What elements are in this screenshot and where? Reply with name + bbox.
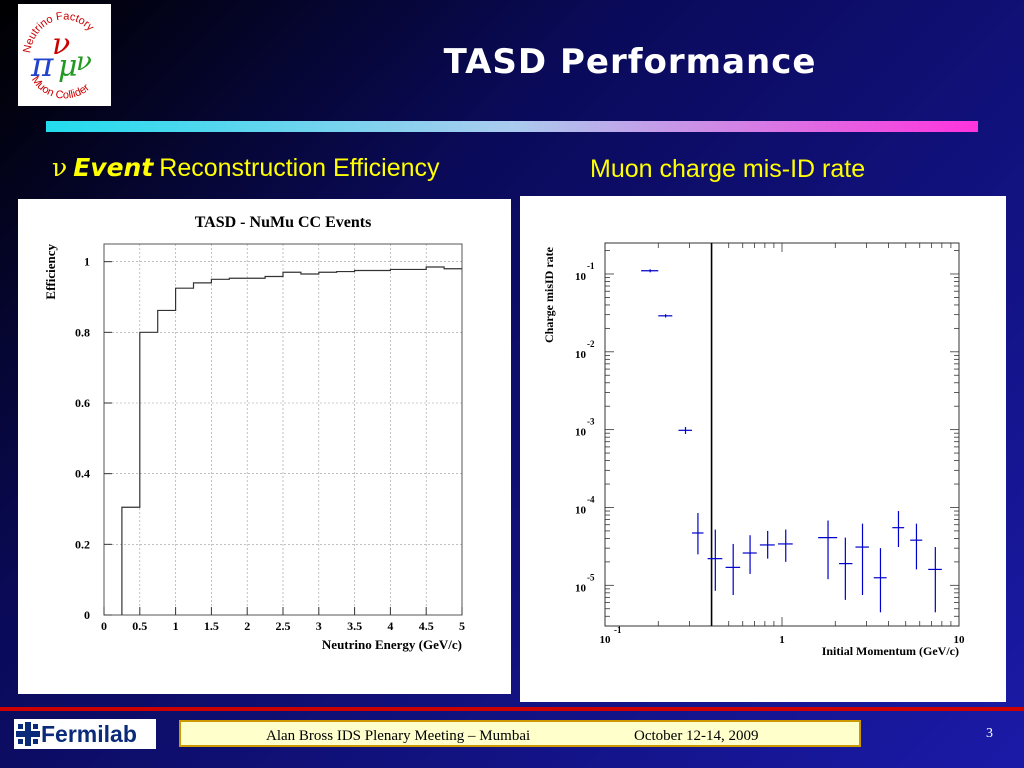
misid-data-point (910, 523, 923, 570)
page-number: 3 (986, 726, 993, 741)
misid-data-point (641, 269, 659, 273)
svg-text:π: π (30, 45, 54, 85)
footer-meeting: Alan Bross IDS Plenary Meeting – Mumbai (266, 728, 531, 744)
misid-y-axis-label: Charge misID rate (542, 246, 556, 343)
efficiency-chart: TASD - NuMu CC Events 0 0.5 1 1.5 2 2.5 3 3.5 4 4.… (43, 214, 465, 652)
y-tick-label: 0.6 (75, 396, 90, 410)
efficiency-chart-panel: TASD - NuMu CC Events 0 0.5 1 1.5 2 2.5 3 3.5 4 4.… (18, 199, 511, 694)
fermilab-logo: Fermilab (14, 719, 156, 749)
misid-data-point (928, 547, 942, 613)
y-tick-label: 10 (575, 349, 587, 361)
x-tick-label: 0 (101, 619, 107, 633)
y-tick-label: 10 (575, 427, 587, 439)
y-tick-label: 10 (575, 504, 587, 516)
misid-data-point (725, 543, 741, 596)
misid-data-point (778, 529, 793, 562)
y-tick-label: 1 (84, 255, 90, 269)
fermilab-label: Fermilab (41, 721, 137, 747)
subtitle-efficiency-rest: Reconstruction Efficiency (159, 154, 440, 182)
misid-data-point (707, 529, 723, 591)
footer-box: Alan Bross IDS Plenary Meeting – Mumbai … (179, 720, 861, 747)
nu-symbol: ν (52, 153, 68, 182)
slide-title: TASD Performance (443, 42, 817, 82)
x-tick-label: 1 (779, 634, 785, 646)
misid-data-point (839, 537, 853, 600)
subtitle-efficiency: ν Event Reconstruction Efficiency (52, 153, 440, 183)
x-tick-label: 4.5 (419, 619, 434, 633)
x-tick-label: 1.5 (204, 619, 219, 633)
x-tick-label: 10 (954, 634, 966, 646)
y-tick-label: 0.2 (75, 537, 90, 551)
y-tick-label: 10 (575, 271, 587, 283)
y-tick-exponent: -2 (587, 339, 595, 349)
x-tick-exponent: -1 (614, 625, 622, 635)
misid-data-point (742, 535, 757, 574)
efficiency-chart-title: TASD - NuMu CC Events (195, 214, 372, 231)
y-tick-label: 0 (84, 608, 90, 622)
footer-dates: October 12-14, 2009 (634, 728, 759, 744)
x-tick-label: 2.5 (276, 619, 291, 633)
y-tick-label: 10 (575, 582, 587, 594)
x-tick-label: 3 (316, 619, 322, 633)
svg-text:ν: ν (52, 27, 70, 62)
misid-data-point (759, 530, 775, 559)
svg-text:μ: μ (58, 49, 78, 84)
neutrino-factory-logo: Neutrino Factory Muon Collider π ν μ ν (18, 4, 111, 106)
footer-rule (0, 707, 1024, 711)
misid-data-point (892, 511, 905, 548)
y-tick-exponent: -3 (587, 417, 595, 427)
misid-data-point (678, 427, 692, 434)
x-tick-label: 2 (244, 619, 250, 633)
x-tick-label: 0.5 (132, 619, 147, 633)
x-tick-label: 5 (459, 619, 465, 633)
svg-text:ν: ν (76, 47, 92, 77)
misid-x-axis-label: Initial Momentum (GeV/c) (822, 644, 959, 658)
logo-graphic: Neutrino Factory Muon Collider π ν μ ν (21, 10, 96, 101)
x-tick-label: 1 (173, 619, 179, 633)
event-word: Event (73, 153, 154, 182)
efficiency-series-line (121, 266, 462, 615)
y-tick-exponent: -1 (587, 261, 595, 271)
y-tick-label: 0.8 (75, 325, 90, 339)
y-tick-exponent: -4 (587, 494, 595, 504)
title-accent-bar (46, 121, 978, 132)
misid-plot-frame (604, 242, 960, 627)
misid-data-point (691, 512, 704, 555)
misid-data-point (818, 520, 838, 580)
misid-data-point (855, 523, 869, 596)
fermilab-icon (16, 722, 40, 746)
misid-data-point (658, 314, 673, 318)
x-tick-label: 3.5 (347, 619, 362, 633)
misid-data-point (873, 548, 887, 613)
efficiency-y-axis-label: Efficiency (43, 244, 58, 300)
subtitle-misid: Muon charge mis-ID rate (590, 155, 866, 183)
x-tick-label: 4 (387, 619, 393, 633)
y-tick-exponent: -5 (587, 572, 595, 582)
y-tick-label: 0.4 (75, 467, 90, 481)
efficiency-x-axis-label: Neutrino Energy (GeV/c) (322, 637, 462, 652)
misid-chart-panel: 10 -1 10 -2 10 -3 10 -4 10 -5 10 -1 1 10 Initial Momen… (520, 196, 1006, 702)
x-tick-label: 10 (600, 634, 612, 646)
